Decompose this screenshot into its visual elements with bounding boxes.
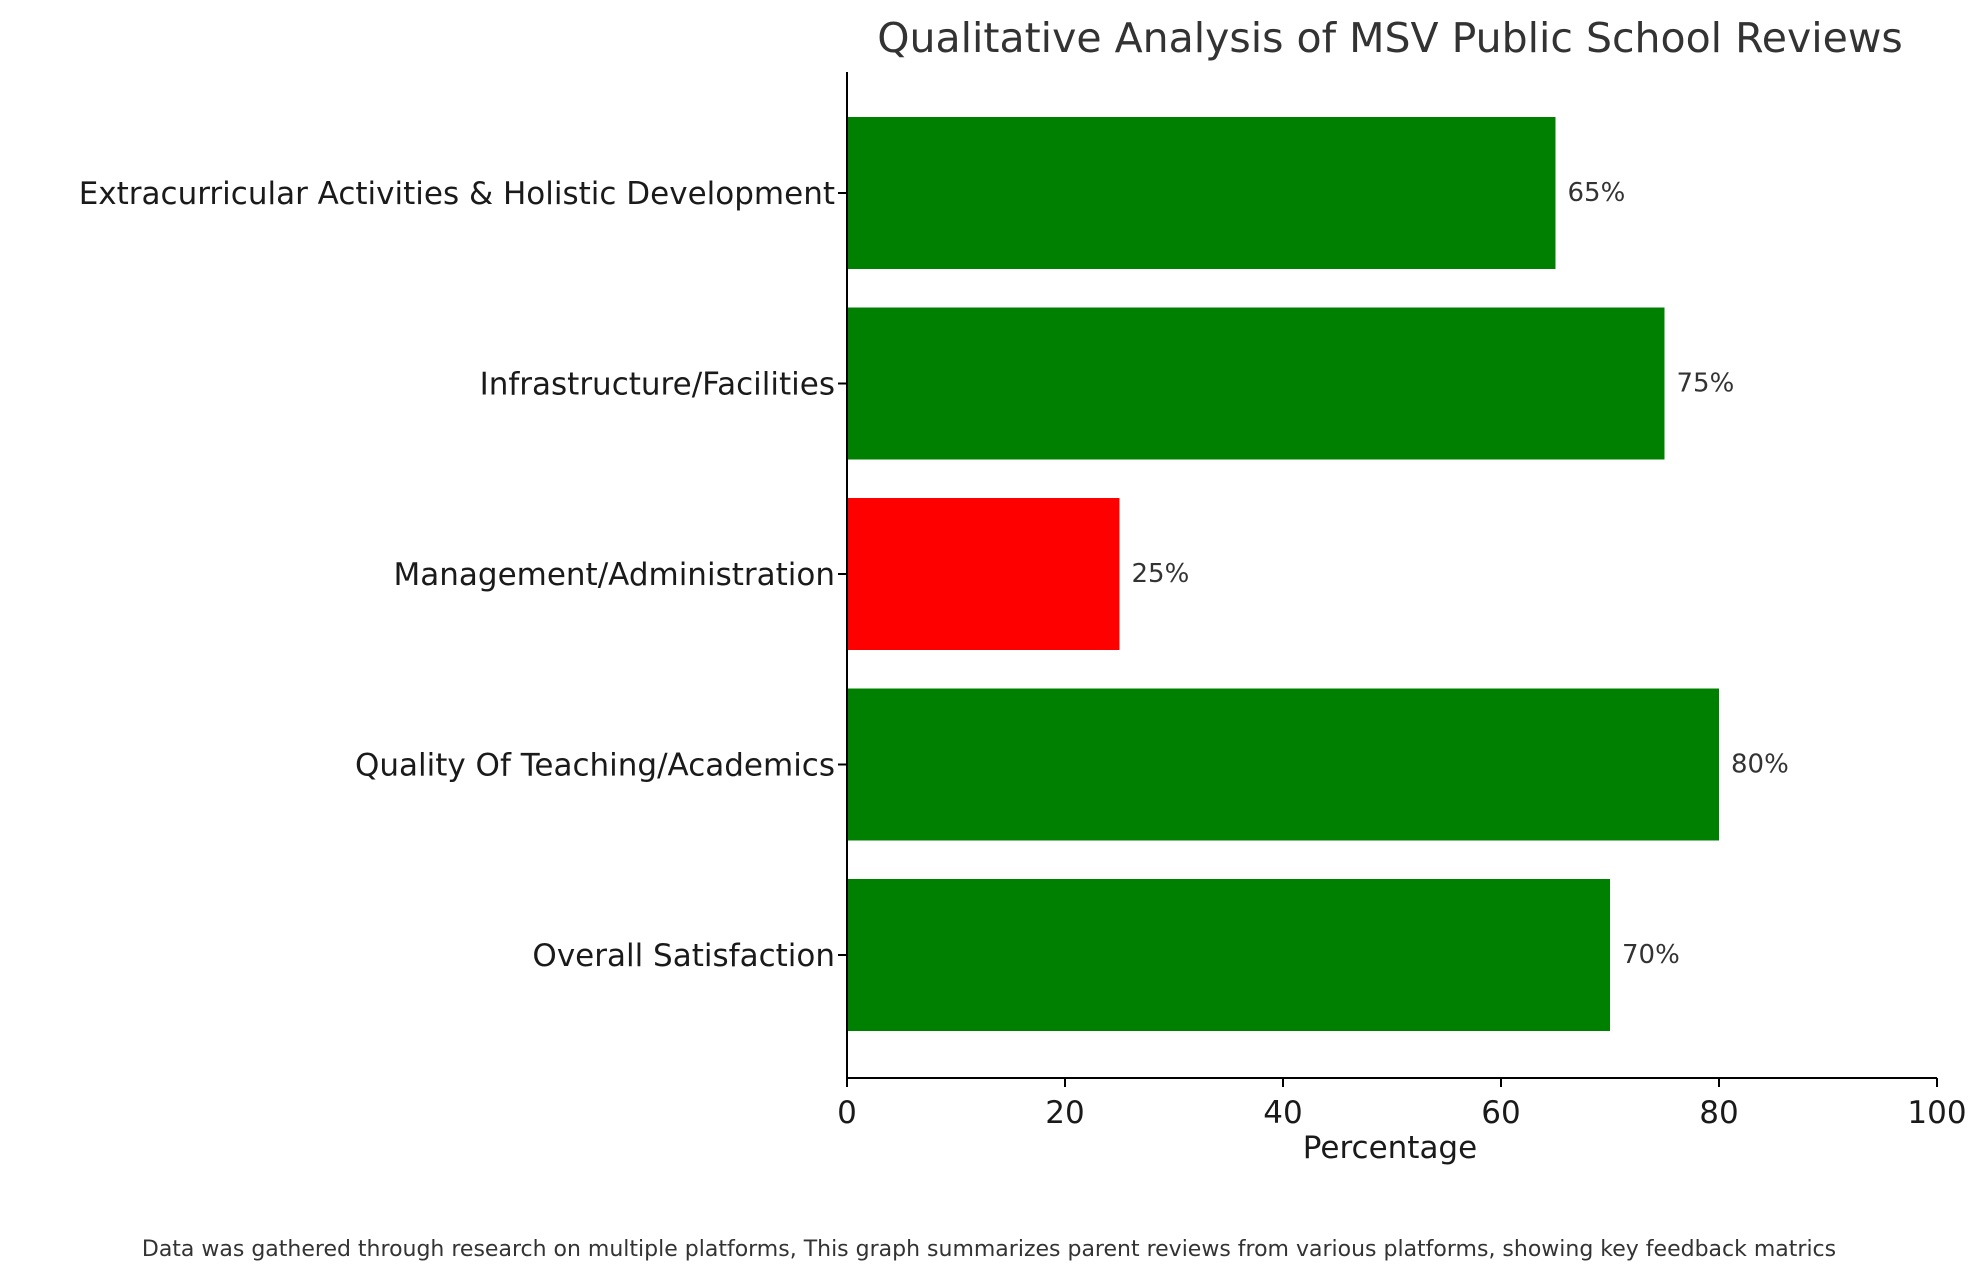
bar-2 (847, 498, 1120, 650)
y-tick-label-4: Extracurricular Activities & Holistic De… (79, 176, 835, 212)
axes-layer: Overall Satisfaction Quality Of Teaching/… (79, 72, 1967, 1131)
x-tick-label-4: 80 (1699, 1095, 1738, 1131)
bar-1 (847, 688, 1719, 841)
bars-layer (847, 117, 1719, 1031)
y-tick-label-3: Infrastructure/Facilities (480, 367, 835, 403)
x-axis-label: Percentage (1303, 1130, 1477, 1166)
labels-layer: 70% 80% 25% 75% 65% (1132, 178, 1789, 970)
bar-4 (847, 117, 1556, 269)
y-tick-label-1: Quality Of Teaching/Academics (355, 748, 835, 784)
bar-3 (847, 307, 1665, 460)
x-tick-label-3: 60 (1481, 1095, 1520, 1131)
bar-value-label-0: 70% (1622, 940, 1680, 970)
y-tick-label-0: Overall Satisfaction (532, 938, 835, 974)
bar-value-label-4: 65% (1568, 178, 1626, 208)
bar-value-label-1: 80% (1731, 750, 1789, 780)
x-tick-label-5: 100 (1907, 1095, 1966, 1131)
chart-caption: Data was gathered through research on mu… (142, 1237, 1836, 1262)
x-tick-label-0: 0 (837, 1095, 857, 1131)
x-tick-label-1: 20 (1045, 1095, 1084, 1131)
y-tick-label-2: Management/Administration (394, 557, 836, 593)
bar-value-label-3: 75% (1677, 369, 1735, 399)
bar-0 (847, 879, 1610, 1031)
bar-value-label-2: 25% (1132, 559, 1190, 589)
x-tick-label-2: 40 (1263, 1095, 1302, 1131)
chart-title: Qualitative Analysis of MSV Public Schoo… (877, 14, 1903, 62)
